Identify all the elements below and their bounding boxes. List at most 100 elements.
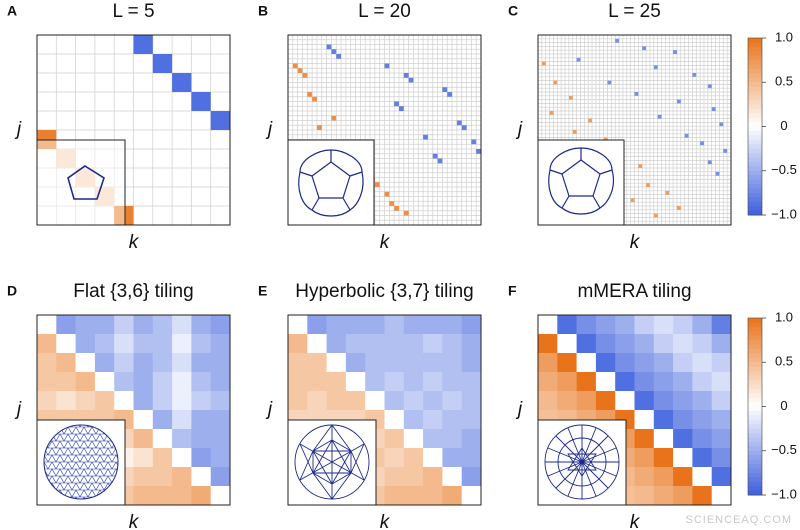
heatmap-cell <box>653 353 674 373</box>
heatmap-cell <box>384 410 405 430</box>
colorbar-segment <box>748 197 762 203</box>
heatmap-cell <box>56 391 76 411</box>
heatmap-cell <box>191 467 211 487</box>
heatmap-cell <box>94 353 115 373</box>
heatmap-cell <box>423 315 443 335</box>
heatmap-cell <box>365 334 385 354</box>
heatmap-cell <box>423 372 443 392</box>
colorbar-segment <box>748 51 762 57</box>
colorbar-segment <box>748 357 762 363</box>
heatmap-cell <box>365 315 385 335</box>
heatmap-cell <box>288 391 308 411</box>
heatmap-cell <box>576 57 581 62</box>
heatmap-cell <box>152 467 173 487</box>
heatmap-cell <box>152 372 173 392</box>
heatmap-cell <box>152 429 173 449</box>
panel-label: F <box>508 283 517 299</box>
colorbar-tick-label: 1.0 <box>775 29 793 44</box>
y-axis-label: j <box>515 399 523 420</box>
heatmap-cell <box>711 315 732 335</box>
heatmap-cell <box>634 315 655 335</box>
heatmap-cell <box>408 77 414 83</box>
heatmap-cell <box>210 486 231 506</box>
heatmap-cell <box>365 391 385 411</box>
heatmap-cell <box>56 149 76 168</box>
heatmap-cell <box>638 164 643 168</box>
heatmap-cell <box>423 410 443 430</box>
heatmap-cell <box>210 410 231 430</box>
heatmap-cell <box>423 334 443 354</box>
colorbar-segment <box>748 318 762 323</box>
colorbar-segment <box>748 86 762 92</box>
heatmap-cell <box>432 153 438 159</box>
heatmap-cell <box>133 448 154 468</box>
heatmap-cell <box>442 391 462 411</box>
heatmap-cell <box>423 429 443 449</box>
heatmap-cell <box>210 467 231 487</box>
heatmap-cell <box>442 334 462 354</box>
heatmap-cell <box>37 372 57 392</box>
heatmap-cell <box>653 410 674 430</box>
colorbar-segment <box>748 406 762 412</box>
heatmap-cell <box>538 391 558 411</box>
heatmap-cell <box>365 372 385 392</box>
colorbar-segment <box>748 371 762 377</box>
x-axis-label: k <box>630 512 641 530</box>
heatmap-cell <box>384 353 405 373</box>
heatmap-cell <box>210 353 231 373</box>
heatmap-cell <box>442 353 462 373</box>
heatmap-cell <box>172 73 192 92</box>
heatmap-cell <box>692 410 712 430</box>
heatmap-cell <box>210 372 231 392</box>
colorbar-segment <box>748 455 762 461</box>
heatmap-cell <box>403 429 424 449</box>
heatmap-cell <box>75 315 96 335</box>
heatmap-cell <box>172 486 192 506</box>
heatmap-cell <box>442 429 462 449</box>
heatmap-cell <box>403 448 424 468</box>
panel-label: A <box>7 3 17 19</box>
heatmap-cell <box>538 315 558 335</box>
insets <box>36 139 627 506</box>
colorbar-segment <box>748 188 762 194</box>
heatmap-cell <box>307 92 313 97</box>
heatmap-cell <box>191 334 211 354</box>
heatmap-cell <box>711 334 732 354</box>
colorbar-segment <box>748 379 762 385</box>
heatmap-cell <box>634 353 655 373</box>
heatmap-cell <box>676 99 681 104</box>
heatmap-cell <box>538 353 558 373</box>
heatmap-cell <box>152 315 173 335</box>
heatmap-cell <box>684 133 689 138</box>
heatmap-cell <box>191 410 211 430</box>
heatmap-cell <box>634 467 655 487</box>
colorbar-segment <box>748 201 762 207</box>
colorbar-segment <box>748 184 762 189</box>
heatmap-cell <box>634 429 655 449</box>
heatmap-cell <box>653 372 674 392</box>
heatmap-cell <box>37 334 57 354</box>
heatmap-cell <box>297 68 303 73</box>
heatmap-cell <box>172 315 192 335</box>
heatmap-cell <box>595 334 616 354</box>
heatmap-cell <box>210 448 231 468</box>
heatmap-cell <box>152 410 173 430</box>
colorbar-segment <box>748 161 762 167</box>
heatmap-cell <box>172 410 192 430</box>
colorbar-segment <box>748 117 762 123</box>
plot-frame <box>36 314 231 506</box>
heatmap-cell <box>557 315 577 335</box>
colorbar-tick-label: −0.5 <box>771 162 797 177</box>
colorbar-segment <box>748 353 762 359</box>
heatmap-cell <box>191 391 211 411</box>
heatmap-cell <box>538 334 558 354</box>
colorbar-segment <box>748 397 762 403</box>
heatmap-cell <box>133 467 154 487</box>
heatmap-cell <box>191 92 211 111</box>
colorbar-segment <box>748 122 762 127</box>
plot-frame <box>537 34 732 226</box>
heatmap-cell <box>152 391 173 411</box>
heatmap-cell <box>700 141 704 146</box>
colorbar-segment <box>748 424 762 430</box>
heatmap-cell <box>673 353 693 373</box>
